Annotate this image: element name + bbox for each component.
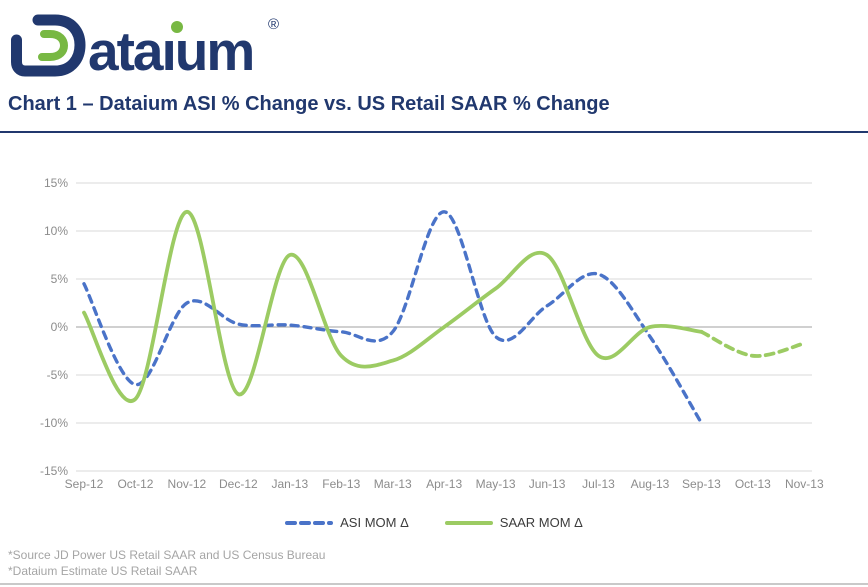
y-axis-label: 0% <box>51 320 69 334</box>
x-axis-label: Oct-13 <box>735 477 771 491</box>
chart-legend: ASI MOM Δ SAAR MOM Δ <box>0 515 868 530</box>
asi-dashed-line-swatch <box>285 520 334 525</box>
dataium-logo-graphic: ataıum ® <box>11 14 279 82</box>
y-axis-label: -5% <box>47 368 69 382</box>
x-axis-label: Aug-13 <box>631 477 670 491</box>
dataium-logo: ataıum ® <box>8 6 328 91</box>
footnote-source: *Source JD Power US Retail SAAR and US C… <box>8 548 326 562</box>
x-axis-label: Feb-13 <box>322 477 360 491</box>
x-axis-label: Jun-13 <box>529 477 566 491</box>
logo-registered-mark: ® <box>268 16 279 33</box>
y-axis-label: 15% <box>44 176 68 190</box>
x-axis-label: Nov-13 <box>785 477 824 491</box>
series-saar-mom-estimate <box>699 329 807 358</box>
x-axis-label: Sep-12 <box>65 477 104 491</box>
x-axis-label: Jul-13 <box>582 477 615 491</box>
legend-label-asi: ASI MOM Δ <box>340 515 409 530</box>
x-axis-label: Mar-13 <box>374 477 412 491</box>
footnotes: *Source JD Power US Retail SAAR and US C… <box>8 547 325 579</box>
y-axis-label: -15% <box>40 464 68 478</box>
x-axis-label: May-13 <box>476 477 516 491</box>
legend-item-asi: ASI MOM Δ <box>285 515 409 530</box>
x-axis-label: Apr-13 <box>426 477 462 491</box>
y-axis-label: 5% <box>51 272 69 286</box>
logo-d-outer-stroke <box>11 14 86 77</box>
series-saar-mom <box>82 209 704 404</box>
x-axis-label: Dec-12 <box>219 477 258 491</box>
line-chart: 15% 10% 5% 0% -5% -10% -15%Sep-12 Oct-12 Nov-12 D… <box>40 176 824 491</box>
page-title: Chart 1 – Dataium ASI % Change vs. US Re… <box>8 93 610 115</box>
series-asi-mom <box>82 210 704 425</box>
x-axis-label: Sep-13 <box>682 477 721 491</box>
legend-item-saar: SAAR MOM Δ <box>444 515 583 530</box>
footnote-estimate: *Dataium Estimate US Retail SAAR <box>8 564 198 578</box>
x-axis-label: Nov-12 <box>168 477 207 491</box>
legend-label-saar: SAAR MOM Δ <box>499 515 583 530</box>
saar-solid-line-swatch <box>444 520 493 525</box>
x-axis-label: Oct-12 <box>117 477 153 491</box>
logo-wordmark: ataıum <box>88 20 253 82</box>
y-axis-label: 10% <box>44 224 68 238</box>
logo-d-inner-green-arc <box>38 30 68 61</box>
title-underline <box>0 131 868 133</box>
y-axis-label: -10% <box>40 416 68 430</box>
x-axis-label: Jan-13 <box>271 477 308 491</box>
logo-i-dot <box>171 21 183 33</box>
bottom-divider <box>0 583 868 585</box>
